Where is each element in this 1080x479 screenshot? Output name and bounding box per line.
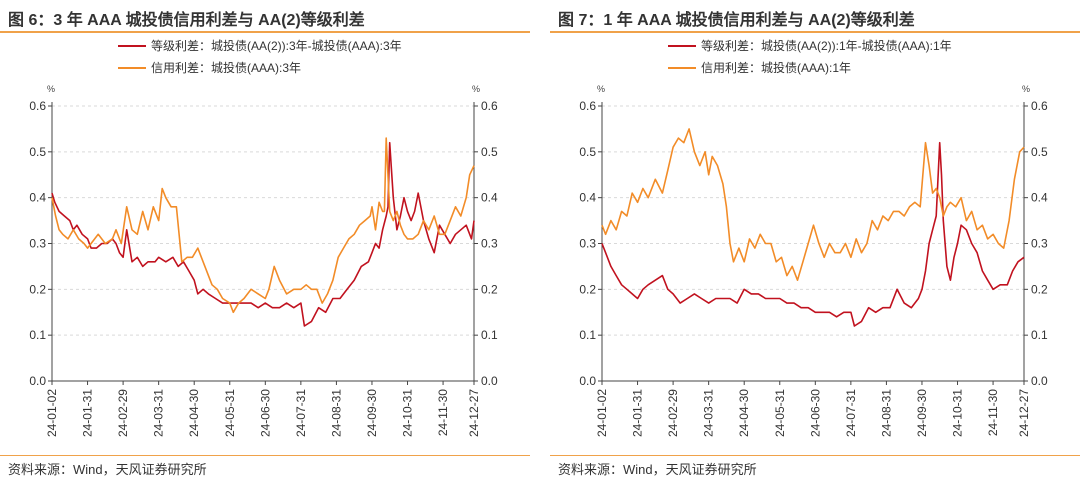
x-tick-label: 24-01-02 bbox=[595, 389, 609, 437]
line-chart-1yr: 等级利差：城投债(AA(2)):1年-城投债(AAA):1年信用利差：城投债(A… bbox=[579, 38, 1048, 437]
x-tick-label: 24-11-30 bbox=[986, 389, 1000, 436]
y-tick-label-left: 0.2 bbox=[29, 282, 46, 296]
x-tick-label: 24-10-31 bbox=[401, 389, 415, 437]
x-tick-label: 24-06-30 bbox=[258, 389, 272, 437]
series-line-credit-spread bbox=[51, 137, 475, 314]
legend-label: 等级利差：城投债(AA(2)):3年-城投债(AAA):3年 bbox=[151, 38, 402, 53]
y-tick-label-right: 0.2 bbox=[481, 282, 498, 296]
x-tick-label: 24-03-31 bbox=[152, 389, 166, 437]
y-tick-label-right: 0.2 bbox=[1031, 282, 1048, 296]
legend-label: 等级利差：城投债(AA(2)):1年-城投债(AAA):1年 bbox=[701, 38, 952, 53]
y-tick-label-left: 0.3 bbox=[29, 237, 46, 251]
y-tick-label-left: 0.5 bbox=[29, 145, 46, 159]
chart-title: 图 7：1 年 AAA 城投债信用利差与 AA(2)等级利差 bbox=[558, 12, 915, 29]
y-tick-label-left: 0.4 bbox=[29, 191, 46, 205]
x-tick-label: 24-12-27 bbox=[1017, 389, 1031, 437]
x-tick-label: 24-12-27 bbox=[467, 389, 481, 437]
x-tick-label: 24-08-31 bbox=[879, 389, 893, 437]
x-tick-label: 24-09-30 bbox=[365, 389, 379, 437]
y-tick-label-right: 0.0 bbox=[481, 374, 498, 388]
y-tick-label-right: 0.5 bbox=[481, 145, 498, 159]
y-tick-label-right: 0.3 bbox=[1031, 237, 1048, 251]
footer-divider bbox=[550, 455, 1080, 456]
y-tick-label-left: 0.5 bbox=[579, 145, 596, 159]
series-line-grade-spread bbox=[51, 141, 475, 327]
series-line-credit-spread bbox=[601, 128, 1025, 281]
line-chart-3yr: 等级利差：城投债(AA(2)):3年-城投债(AAA):3年信用利差：城投债(A… bbox=[29, 38, 498, 437]
y-tick-label-right: 0.6 bbox=[481, 99, 498, 113]
y-tick-label-right: 0.4 bbox=[481, 191, 498, 205]
y-tick-label-right: 0.3 bbox=[481, 237, 498, 251]
x-tick-label: 24-07-31 bbox=[844, 389, 858, 437]
x-tick-label: 24-01-02 bbox=[45, 389, 59, 437]
x-tick-label: 24-04-30 bbox=[737, 389, 751, 437]
x-tick-label: 24-08-31 bbox=[329, 389, 343, 437]
y-tick-label-right: 0.0 bbox=[1031, 374, 1048, 388]
chart-panel-right: 图 7：1 年 AAA 城投债信用利差与 AA(2)等级利差 等级利差：城投债(… bbox=[550, 0, 1080, 479]
y-tick-label-left: 0.6 bbox=[579, 99, 596, 113]
x-tick-label: 24-05-31 bbox=[223, 389, 237, 437]
x-tick-label: 24-07-31 bbox=[294, 389, 308, 437]
x-tick-label: 24-03-31 bbox=[702, 389, 716, 437]
chart-panel-left: 图 6：3 年 AAA 城投债信用利差与 AA(2)等级利差 等级利差：城投债(… bbox=[0, 0, 530, 479]
y-tick-label-right: 0.5 bbox=[1031, 145, 1048, 159]
x-tick-label: 24-01-31 bbox=[631, 389, 645, 437]
y-tick-label-left: 0.6 bbox=[29, 99, 46, 113]
source-note: 资料来源：Wind，天风证券研究所 bbox=[558, 462, 757, 477]
y-tick-label-right: 0.1 bbox=[481, 328, 498, 342]
y-axis-unit-right: % bbox=[472, 84, 480, 94]
series-line-grade-spread bbox=[601, 141, 1025, 327]
y-tick-label-left: 0.1 bbox=[579, 328, 596, 342]
x-tick-label: 24-01-31 bbox=[81, 389, 95, 437]
y-axis-unit-left: % bbox=[597, 84, 605, 94]
x-tick-label: 24-02-29 bbox=[666, 389, 680, 437]
y-tick-label-left: 0.0 bbox=[29, 374, 46, 388]
footer-divider bbox=[0, 455, 530, 456]
x-tick-label: 24-10-31 bbox=[951, 389, 965, 437]
x-tick-label: 24-02-29 bbox=[116, 389, 130, 437]
x-tick-label: 24-11-30 bbox=[436, 389, 450, 436]
x-tick-label: 24-05-31 bbox=[773, 389, 787, 437]
source-note: 资料来源：Wind，天风证券研究所 bbox=[8, 462, 207, 477]
y-tick-label-left: 0.4 bbox=[579, 191, 596, 205]
y-tick-label-left: 0.0 bbox=[579, 374, 596, 388]
legend-label: 信用利差：城投债(AAA):1年 bbox=[701, 60, 851, 75]
y-tick-label-right: 0.4 bbox=[1031, 191, 1048, 205]
y-tick-label-left: 0.3 bbox=[579, 237, 596, 251]
y-tick-label-left: 0.2 bbox=[579, 282, 596, 296]
chart-title: 图 6：3 年 AAA 城投债信用利差与 AA(2)等级利差 bbox=[8, 12, 365, 29]
y-tick-label-right: 0.1 bbox=[1031, 328, 1048, 342]
x-tick-label: 24-04-30 bbox=[187, 389, 201, 437]
x-tick-label: 24-09-30 bbox=[915, 389, 929, 437]
title-divider bbox=[550, 31, 1080, 33]
y-axis-unit-left: % bbox=[47, 84, 55, 94]
y-tick-label-left: 0.1 bbox=[29, 328, 46, 342]
title-divider bbox=[0, 31, 530, 33]
y-axis-unit-right: % bbox=[1022, 84, 1030, 94]
y-tick-label-right: 0.6 bbox=[1031, 99, 1048, 113]
x-tick-label: 24-06-30 bbox=[808, 389, 822, 437]
legend-label: 信用利差：城投债(AAA):3年 bbox=[151, 60, 301, 75]
